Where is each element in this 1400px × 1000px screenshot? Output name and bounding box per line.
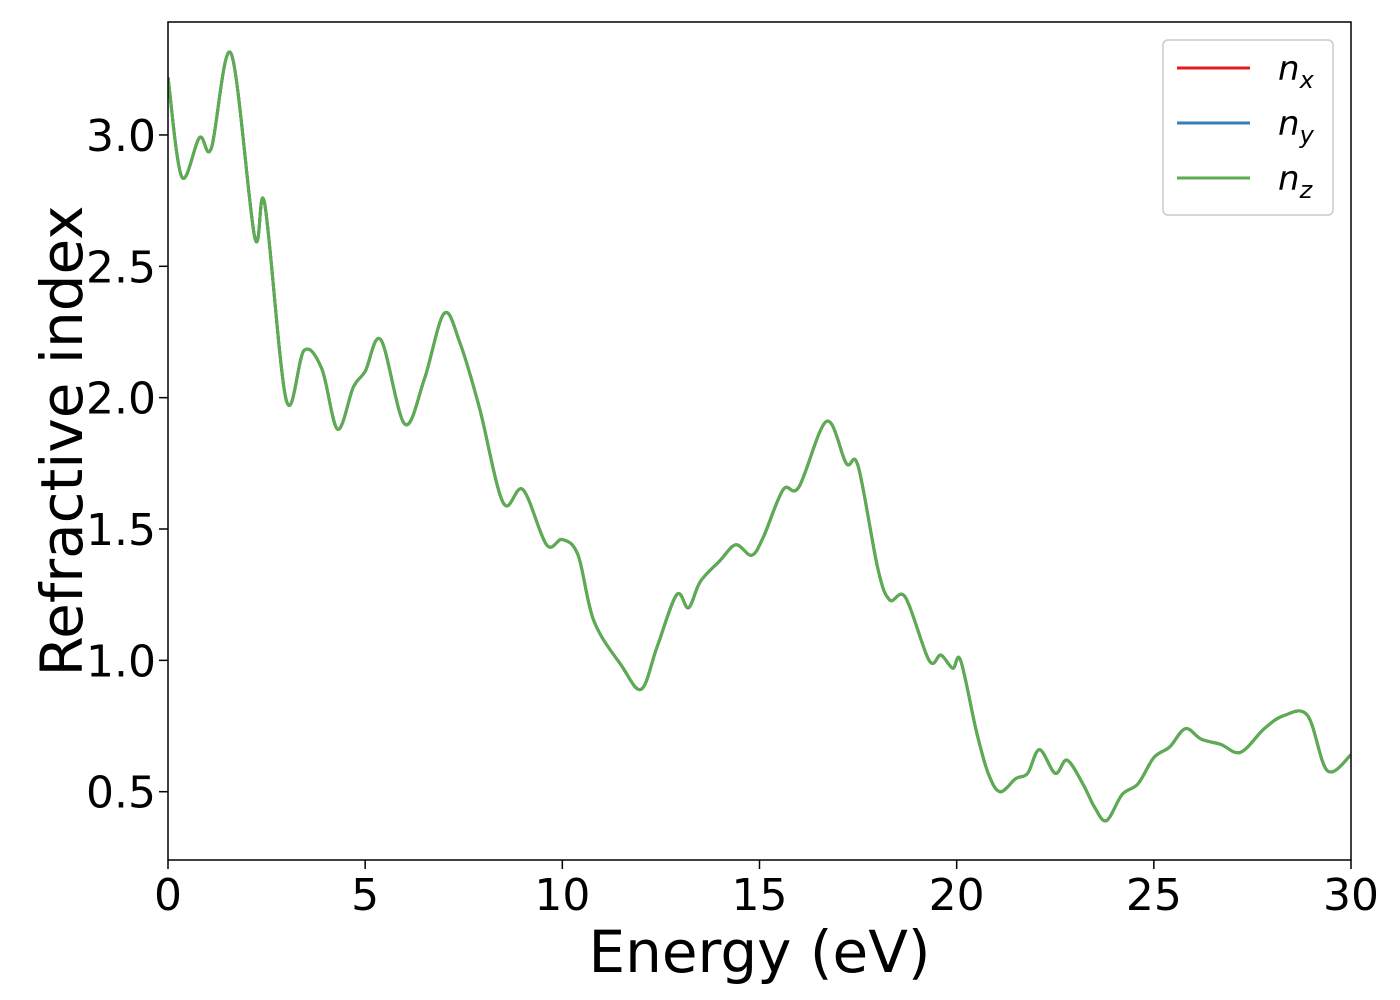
x-tick-label: 25 xyxy=(1126,870,1182,921)
series-line-n-z xyxy=(168,50,1351,823)
legend-item: nz xyxy=(1177,159,1314,204)
x-tick-label: 15 xyxy=(732,870,788,921)
x-tick-label: 0 xyxy=(154,870,182,921)
y-tick-label: 3.0 xyxy=(86,111,156,162)
legend-item: ny xyxy=(1177,104,1315,149)
x-axis-ticks: 0 5 10 15 20 25 30 xyxy=(154,860,1379,921)
x-tick-label: 5 xyxy=(351,870,379,921)
y-tick-label: 0.5 xyxy=(86,768,156,819)
y-tick-label: 1.0 xyxy=(86,636,156,687)
y-tick-label: 2.0 xyxy=(86,374,156,425)
legend-box xyxy=(1162,39,1334,216)
y-tick-label: 1.5 xyxy=(86,505,156,556)
x-tick-label: 10 xyxy=(534,870,590,921)
legend-label: ny xyxy=(1278,104,1315,149)
series-layer xyxy=(168,50,1351,823)
y-axis-label: Refractive index xyxy=(28,205,96,676)
legend-label: nx xyxy=(1278,49,1315,94)
x-tick-label: 20 xyxy=(929,870,985,921)
x-axis-label: Energy (eV) xyxy=(588,918,930,986)
legend-item: nx xyxy=(1177,49,1315,94)
x-tick-label: 30 xyxy=(1323,870,1379,921)
y-axis-ticks: 0.5 1.0 1.5 2.0 2.5 3.0 xyxy=(86,111,168,819)
y-tick-label: 2.5 xyxy=(86,242,156,293)
legend: nx ny nz xyxy=(1162,39,1334,216)
legend-label: nz xyxy=(1278,159,1314,204)
